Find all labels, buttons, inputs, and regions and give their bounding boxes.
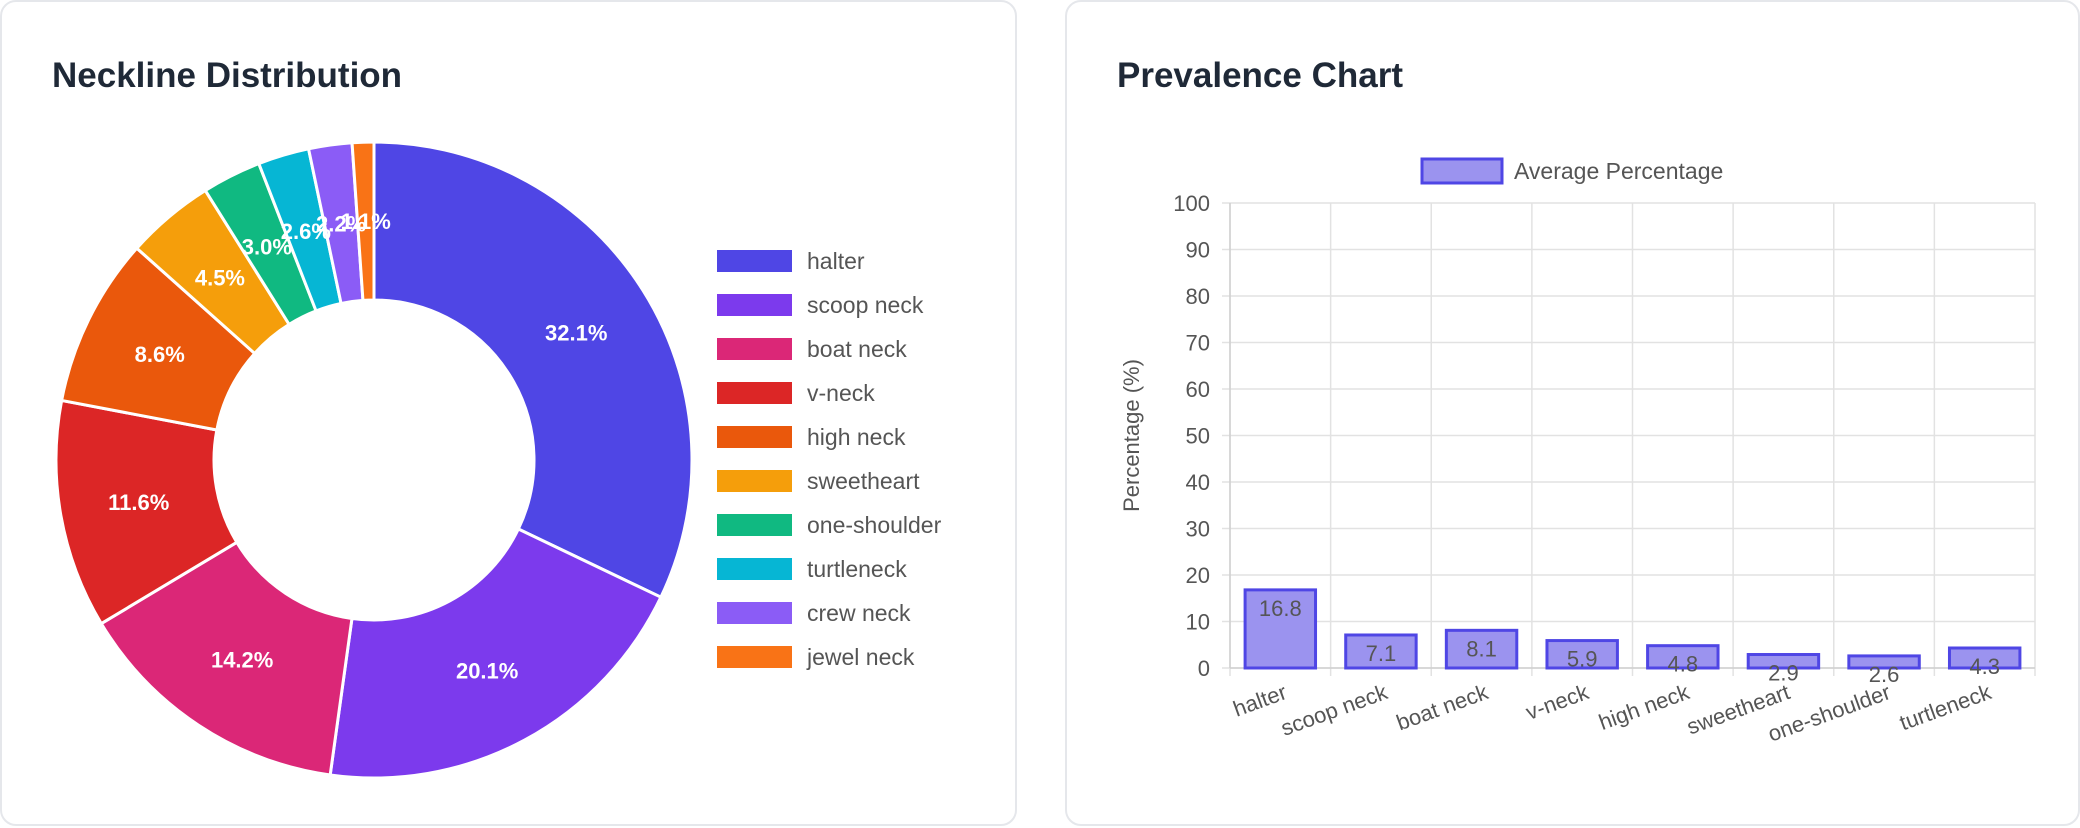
bar-v-neck [1545, 639, 1619, 670]
donut-slice-scoop-neck [328, 527, 663, 780]
legend-swatch [717, 514, 792, 536]
donut-slice-jewel-neck [350, 140, 376, 302]
y-tick-label: 20 [1186, 563, 1210, 588]
legend-item-label: halter [807, 248, 865, 274]
donut-slice-label: 8.6% [135, 342, 185, 367]
legend-swatch [717, 250, 792, 272]
bar-chart-title: Prevalence Chart [1117, 56, 1403, 95]
legend-swatch [717, 294, 792, 316]
donut-slice-label: 2.2% [316, 211, 366, 236]
legend-swatch [717, 426, 792, 448]
bar-scoop-neck [1344, 633, 1418, 670]
bar-value-label: 4.3 [1969, 654, 2000, 679]
y-tick-label: 0 [1198, 656, 1210, 681]
donut-slice-label: 4.5% [195, 265, 245, 290]
y-tick-label: 40 [1186, 470, 1210, 495]
bar-value-label: 2.9 [1768, 661, 1799, 686]
legend-item-label: one-shoulder [807, 512, 942, 538]
donut-slice-label: 3.0% [242, 234, 292, 259]
x-tick-label: scoop neck [1278, 679, 1392, 741]
donut-chart-title: Neckline Distribution [52, 56, 403, 95]
legend-swatch [717, 382, 792, 404]
bar-one-shoulder [1847, 654, 1921, 670]
legend-swatch [717, 602, 792, 624]
donut-slice-boat-neck [99, 540, 354, 777]
legend-swatch [717, 646, 792, 668]
bar-value-label: 7.1 [1366, 641, 1397, 666]
y-tick-label: 90 [1186, 238, 1210, 263]
legend-item-label: scoop neck [807, 292, 924, 318]
bar-chart: 0 10 20 30 40 50 60 70 80 90 100 Percentage (%) Aver… [1119, 157, 2036, 747]
donut-slice-label: 2.6% [281, 219, 331, 244]
legend-item-label: v-neck [807, 380, 875, 406]
y-tick-label: 50 [1186, 424, 1210, 449]
y-tick-label: 80 [1186, 284, 1210, 309]
legend-label: Average Percentage [1514, 158, 1723, 184]
bar-boat-neck [1444, 628, 1519, 670]
legend-item-label: jewel neck [806, 644, 915, 670]
x-tick-label: turtleneck [1896, 679, 1995, 735]
donut-slice-label: 1.1% [341, 209, 391, 234]
donut-slice-label: 11.6% [108, 490, 169, 515]
bar-value-label: 16.8 [1259, 596, 1302, 621]
x-tick-label: v-neck [1522, 679, 1592, 725]
neckline-distribution-card: Neckline Distribution 32.1% 20.1% 14.2% 11.… [0, 0, 1017, 826]
bar-sweetheart [1746, 653, 1821, 670]
legend-swatch [717, 558, 792, 580]
prevalence-chart-card: Prevalence Chart 0 10 20 30 40 50 60 70 80 90 100 P… [1065, 0, 2080, 826]
y-tick-label: 60 [1186, 377, 1210, 402]
bar-value-label: 8.1 [1466, 636, 1497, 661]
legend-item-label: boat neck [807, 336, 907, 362]
bar-value-label: 5.9 [1567, 647, 1598, 672]
legend-item-label: sweetheart [807, 468, 920, 494]
bar-value-label: 4.8 [1668, 652, 1699, 677]
y-tick-label: 70 [1186, 331, 1210, 356]
legend-item-label: turtleneck [807, 556, 907, 582]
bar-halter [1243, 588, 1318, 670]
donut-slice-halter [372, 140, 694, 600]
donut-chart: 32.1% 20.1% 14.2% 11.6% 8.6% 4.5% 3.0%2.6%2.2%… [54, 140, 942, 780]
y-tick-label: 10 [1186, 610, 1210, 635]
legend-item-label: high neck [807, 424, 906, 450]
legend-item-label: crew neck [807, 600, 911, 626]
bar-high-neck [1646, 644, 1720, 670]
y-tick-label: 100 [1173, 191, 1210, 216]
legend-swatch [717, 470, 792, 492]
legend-swatch [717, 338, 792, 360]
x-tick-label: high neck [1595, 679, 1693, 735]
y-axis-title: Percentage (%) [1119, 359, 1144, 512]
donut-slice-label: 32.1% [545, 321, 607, 346]
legend-swatch [1420, 157, 1504, 185]
donut-slice-label: 14.2% [211, 647, 273, 672]
donut-slice-label: 20.1% [456, 659, 518, 684]
bar-turtleneck [1947, 646, 2022, 670]
y-tick-label: 30 [1186, 517, 1210, 542]
x-tick-label: boat neck [1393, 679, 1492, 735]
bar-value-label: 2.6 [1869, 662, 1900, 687]
